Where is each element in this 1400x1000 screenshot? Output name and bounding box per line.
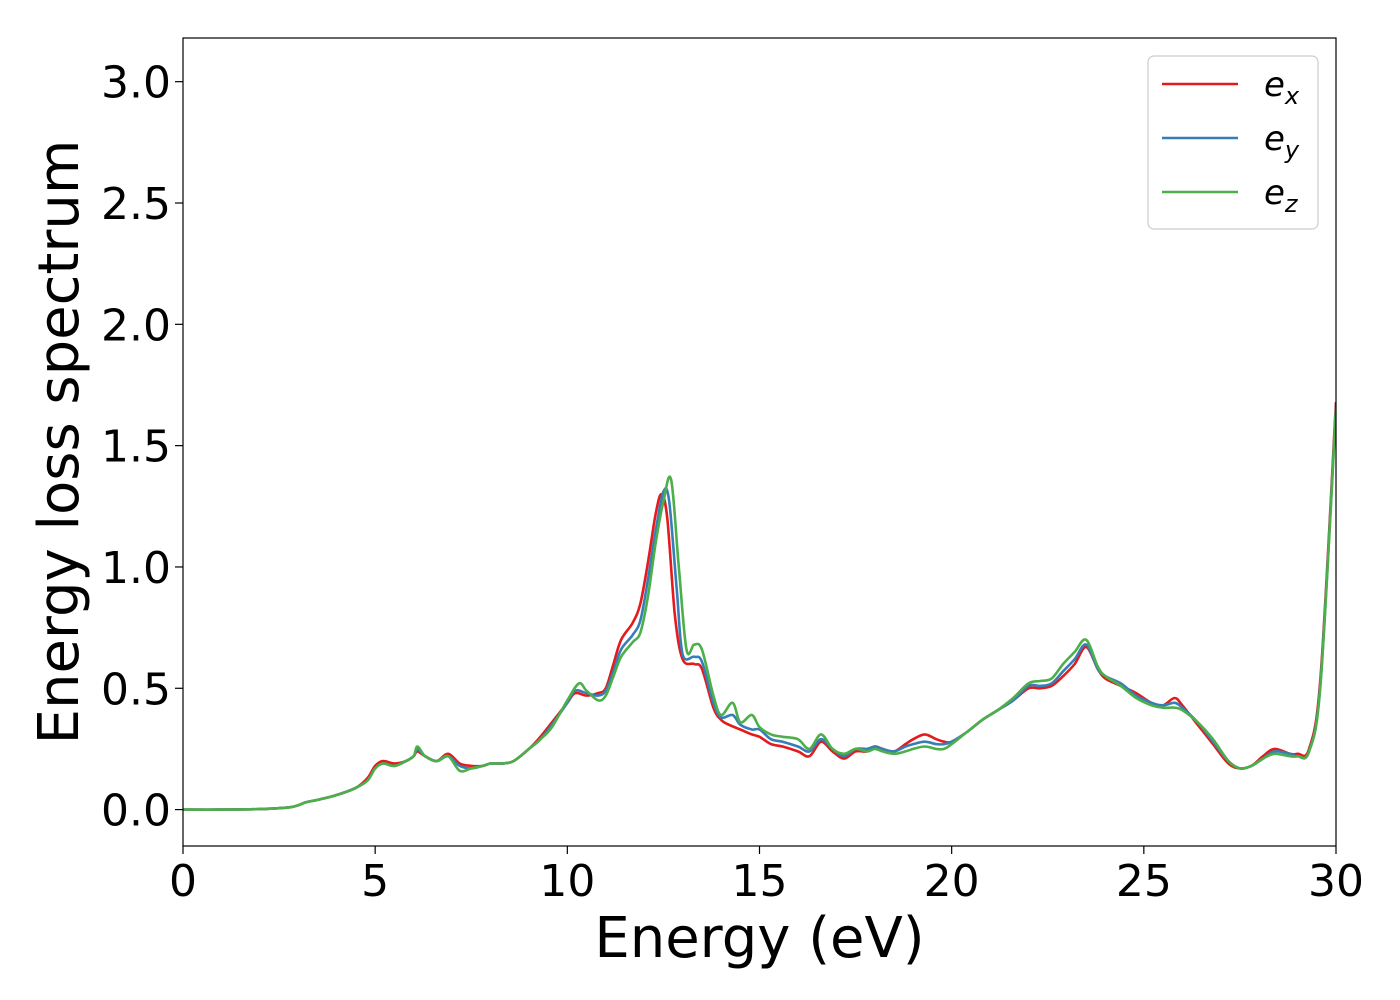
y-tick-label: 0.0: [101, 786, 171, 837]
x-tick-label: 15: [732, 856, 788, 907]
y-tick-label: 1.0: [101, 543, 171, 594]
series-line-e-z: [183, 409, 1336, 811]
x-axis-label: Energy (eV): [594, 906, 924, 971]
legend-entry-subscript: z: [1284, 190, 1299, 218]
x-tick-label: 20: [924, 856, 980, 907]
y-tick-label: 2.5: [101, 179, 171, 230]
x-axis: 0 5 10 15 20 25 30: [169, 846, 1364, 907]
legend-entry-name: e: [1264, 173, 1285, 213]
y-tick-label: 1.5: [101, 422, 171, 473]
y-axis: 0.0 0.5 1.0 1.5 2.0 2.5 3.0: [101, 58, 183, 837]
legend-box: [1147, 55, 1319, 230]
legend-entry-subscript: y: [1284, 136, 1300, 164]
y-tick-label: 2.0: [101, 300, 171, 351]
x-tick-label: 25: [1116, 856, 1172, 907]
x-tick-label: 10: [539, 856, 595, 907]
legend-entry-subscript: x: [1284, 82, 1300, 110]
legend-entry-label: ex: [1264, 65, 1300, 110]
series-layer: [183, 401, 1336, 811]
y-axis-label: Energy loss spectrum: [27, 140, 92, 745]
y-tick-label: 0.5: [101, 664, 171, 715]
legend-entry-label: ez: [1264, 173, 1299, 218]
x-tick-label: 30: [1308, 856, 1364, 907]
x-tick-label: 0: [169, 856, 197, 907]
x-tick-label: 5: [361, 856, 389, 907]
y-tick-label: 3.0: [101, 58, 171, 109]
series-line-e-y: [183, 406, 1336, 811]
legend-entry-name: e: [1264, 119, 1285, 159]
legend-entry-label: ey: [1264, 119, 1300, 164]
series-line-e-x: [183, 401, 1336, 811]
legend-entry-name: e: [1264, 65, 1285, 105]
